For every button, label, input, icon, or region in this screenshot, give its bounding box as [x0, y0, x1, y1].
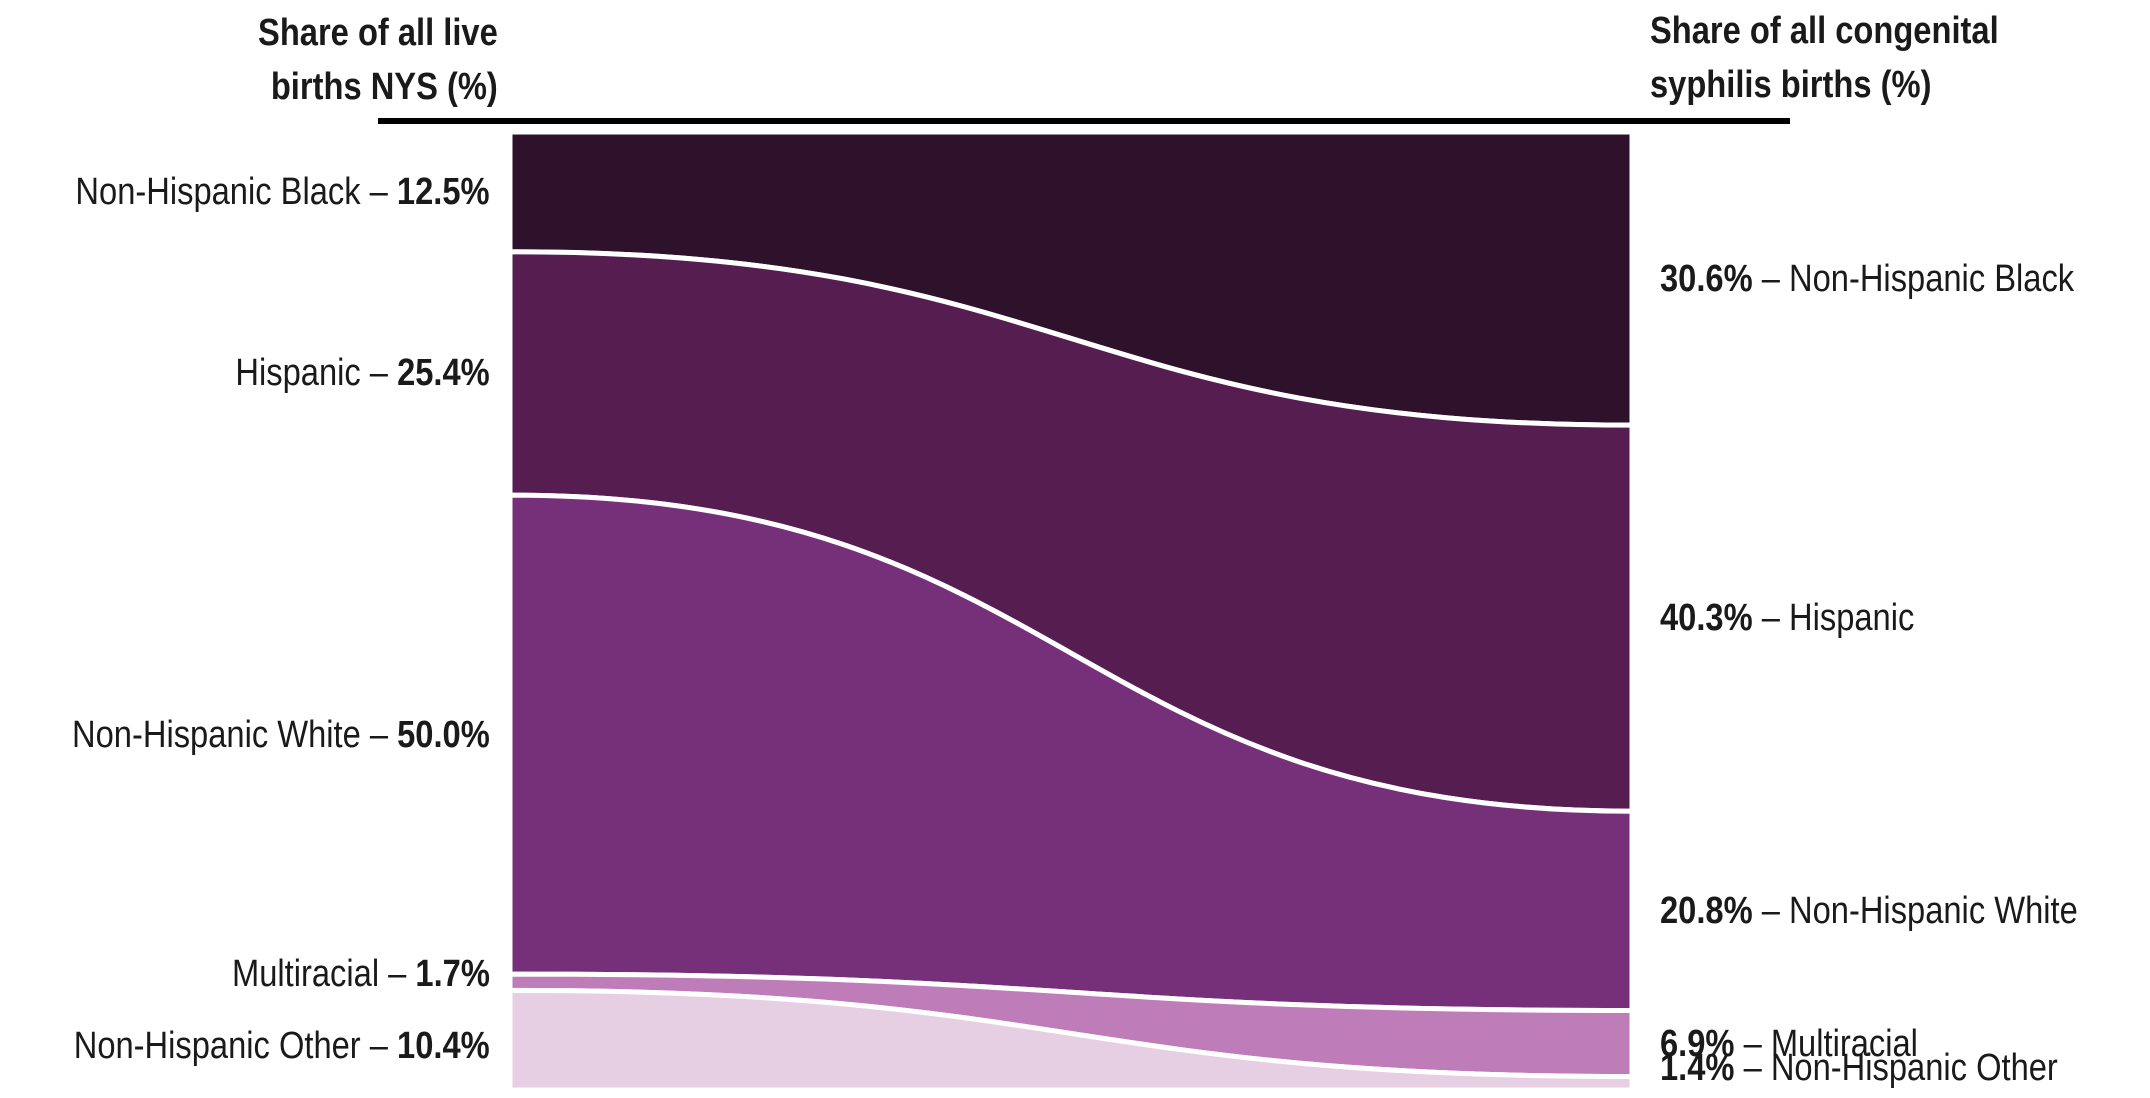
- right-label-value: 1.4%: [1660, 1047, 1735, 1089]
- left-label-category: Multiracial –: [232, 953, 416, 996]
- left-label-non-hispanic-white: Non-Hispanic White – 50.0%: [72, 713, 490, 757]
- left-label-category: Non-Hispanic Black –: [75, 170, 398, 213]
- left-label-value: 50.0%: [397, 713, 490, 756]
- flow-bands: [507, 129, 1635, 1093]
- right-label-category: – Non-Hispanic White: [1752, 889, 2078, 932]
- left-label-value: 10.4%: [397, 1025, 490, 1068]
- left-label-value: 1.7%: [415, 953, 490, 996]
- right-label-value: 6.9%: [1660, 1022, 1735, 1065]
- right-label-non-hispanic-black: 30.6% – Non-Hispanic Black: [1660, 257, 2074, 301]
- right-label-multiracial: 6.9% – Multiracial: [1660, 1022, 1918, 1066]
- flow-band-non-hispanic-other: [507, 987, 1635, 1093]
- left-label-category: Non-Hispanic White –: [72, 713, 398, 756]
- left-label-multiracial: Multiracial – 1.7%: [232, 952, 490, 996]
- right-label-category: – Non-Hispanic Other: [1734, 1047, 2058, 1089]
- right-label-category: – Multiracial: [1734, 1022, 1918, 1065]
- left-axis-title-line-1: Share of all live: [258, 12, 498, 54]
- left-label-category: Hispanic –: [235, 352, 398, 395]
- left-axis-title-line-2: births NYS (%): [271, 66, 498, 108]
- right-axis-title-line-2: syphilis births (%): [1650, 64, 1932, 106]
- right-axis-title-line-1: Share of all congenital: [1650, 10, 1999, 52]
- right-label-non-hispanic-other: 1.4% – Non-Hispanic Other: [1660, 1046, 2058, 1090]
- left-axis-title: Share of all live births NYS (%): [258, 6, 498, 114]
- right-label-value: 20.8%: [1660, 889, 1753, 932]
- right-label-non-hispanic-white: 20.8% – Non-Hispanic White: [1660, 889, 2078, 933]
- left-label-hispanic: Hispanic – 25.4%: [236, 351, 490, 395]
- right-label-value: 30.6%: [1660, 257, 1753, 300]
- right-label-hispanic: 40.3% – Hispanic: [1660, 596, 1914, 640]
- left-label-value: 12.5%: [397, 170, 490, 213]
- left-label-non-hispanic-other: Non-Hispanic Other – 10.4%: [74, 1024, 490, 1068]
- right-axis-title: Share of all congenital syphilis births …: [1650, 4, 1999, 112]
- right-label-category: – Non-Hispanic Black: [1752, 257, 2075, 300]
- right-label-category: – Hispanic: [1752, 597, 1915, 640]
- right-label-value: 40.3%: [1660, 597, 1753, 640]
- left-label-category: Non-Hispanic Other –: [74, 1025, 398, 1068]
- left-label-non-hispanic-black: Non-Hispanic Black – 12.5%: [76, 170, 490, 214]
- left-label-value: 25.4%: [397, 352, 490, 395]
